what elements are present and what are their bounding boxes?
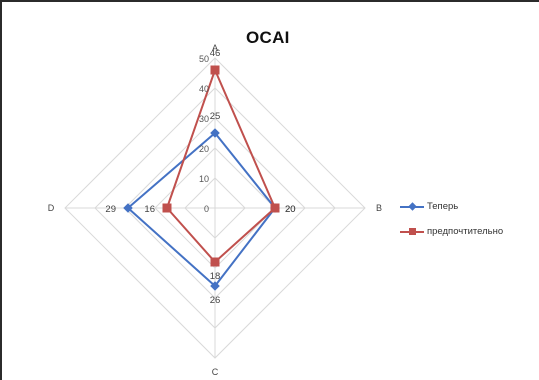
marker-series-1-A xyxy=(210,128,220,138)
legend-label-series-1: Теперь xyxy=(427,201,459,212)
data-label-series-1-B: 20 xyxy=(285,204,296,215)
data-label-series-2-D: 16 xyxy=(144,204,155,215)
chart-title: OCAI xyxy=(246,28,290,47)
radar-series xyxy=(123,65,280,291)
legend-item-series-1: Теперь xyxy=(400,200,503,213)
legend-item-series-2: предпочтительно xyxy=(400,225,503,238)
legend-swatch-series-1 xyxy=(400,201,424,212)
axis-label-A: A xyxy=(212,43,218,53)
data-label-series-1-C: 26 xyxy=(210,295,221,306)
axis-label-B: B xyxy=(376,203,382,213)
marker-series-2-A xyxy=(210,65,220,75)
tick-label-40: 40 xyxy=(199,84,209,94)
data-label-series-2-C: 18 xyxy=(210,271,221,282)
tick-label-10: 10 xyxy=(199,174,209,184)
legend-swatch-series-2 xyxy=(400,227,424,237)
marker-series-2-B xyxy=(270,203,280,213)
data-label-series-2-A: 46 xyxy=(210,48,221,59)
marker-series-2-D xyxy=(162,203,172,213)
series-line-2 xyxy=(166,69,276,263)
tick-label-20: 20 xyxy=(199,144,209,154)
legend: Теперь предпочтительно xyxy=(400,200,503,250)
tick-label-50: 50 xyxy=(199,54,209,64)
tick-label-30: 30 xyxy=(199,114,209,124)
data-label-series-1-A: 25 xyxy=(210,111,221,122)
axis-label-D: D xyxy=(48,203,55,213)
marker-series-1-D xyxy=(123,203,133,213)
tick-label-0: 0 xyxy=(204,204,209,214)
marker-series-1-C xyxy=(210,281,220,291)
marker-series-2-C xyxy=(210,257,220,267)
data-label-series-2-B: 20 xyxy=(285,204,296,215)
data-label-series-1-D: 29 xyxy=(105,204,116,215)
axis-label-C: C xyxy=(212,367,219,377)
legend-label-series-2: предпочтительно xyxy=(427,226,504,237)
